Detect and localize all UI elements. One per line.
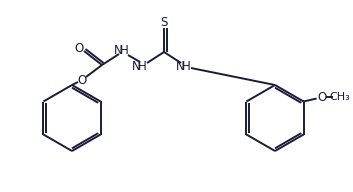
Text: CH₃: CH₃	[329, 93, 350, 103]
Text: N: N	[114, 45, 122, 57]
Text: H: H	[138, 60, 146, 73]
Text: O: O	[74, 42, 84, 55]
Text: N: N	[132, 60, 140, 73]
Text: O: O	[77, 74, 86, 87]
Text: N: N	[176, 60, 184, 73]
Text: H: H	[120, 45, 128, 57]
Text: H: H	[182, 60, 190, 73]
Text: O: O	[317, 91, 326, 104]
Text: S: S	[160, 16, 168, 28]
